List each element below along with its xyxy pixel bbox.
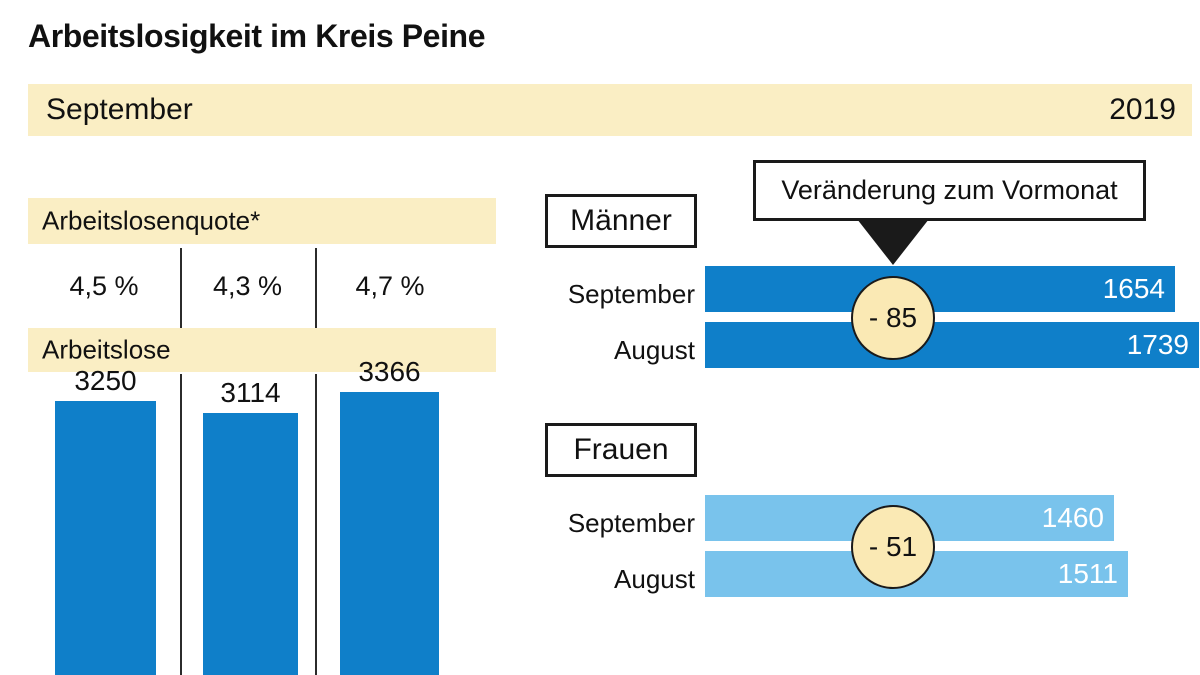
column-divider: [180, 374, 182, 675]
maenner-row-month: August: [614, 335, 695, 365]
bar-value-label: 3114: [220, 377, 281, 408]
maenner-row-month: September: [567, 279, 695, 309]
rate-cell: 4,3 %: [212, 270, 283, 301]
maenner-value-august: 1739: [1126, 329, 1189, 360]
rate-cell: 4,5 %: [69, 270, 139, 301]
rate-header-band: Arbeitslosenquote*: [28, 198, 496, 244]
callout-arrow-icon: [857, 219, 929, 265]
column-divider: [180, 248, 182, 328]
period-month: September: [46, 93, 193, 126]
jobless-header-label: Arbeitslose: [42, 334, 171, 365]
bar: [203, 413, 298, 675]
bar-value-label: 3250: [74, 365, 137, 396]
change-callout: Veränderung zum Vormonat: [753, 160, 1146, 221]
maenner-value-september: 1654: [1102, 273, 1165, 304]
bar: [55, 401, 156, 675]
rate-values-row: 4,5 % 4,3 % 4,7 %: [28, 244, 496, 328]
rate-header-label: Arbeitslosenquote*: [42, 205, 261, 236]
bar-value-label: 3366: [358, 356, 421, 387]
column-divider: [315, 374, 317, 675]
jobless-header-band: Arbeitslose: [28, 328, 496, 372]
frauen-value-august: 1511: [1057, 558, 1118, 589]
period-year: 2019: [1109, 93, 1176, 126]
page-title: Arbeitslosigkeit im Kreis Peine: [28, 18, 486, 54]
rate-cell: 4,7 %: [355, 270, 425, 301]
left-panel: Arbeitslosenquote* 4,5 % 4,3 % 4,7 % Arb…: [0, 0, 520, 675]
frauen-delta-badge: - 51: [851, 505, 935, 589]
maenner-delta-badge: - 85: [851, 276, 935, 360]
group-label-maenner: Männer: [545, 194, 697, 248]
column-divider: [315, 248, 317, 328]
maenner-bar-august: 1739: [705, 322, 1199, 368]
jobless-bar-chart: 3250 3114 3366: [0, 356, 520, 675]
frauen-value-september: 1460: [1041, 502, 1104, 533]
frauen-row-month: September: [567, 508, 695, 538]
period-band: September 2019: [28, 84, 1192, 136]
bar: [340, 392, 439, 675]
maenner-bar-september: 1654: [705, 266, 1175, 312]
frauen-row-month: August: [614, 564, 695, 594]
group-label-frauen: Frauen: [545, 423, 697, 477]
